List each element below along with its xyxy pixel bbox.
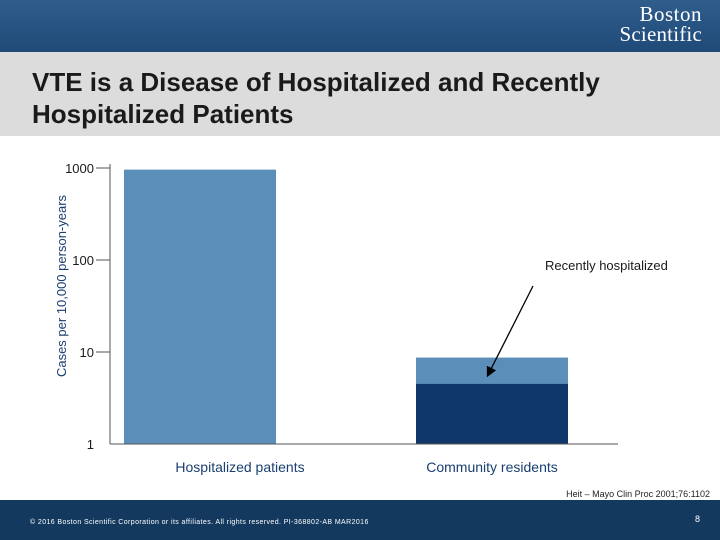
footer-band bbox=[0, 500, 720, 540]
y-axis-label: Cases per 10,000 person-years bbox=[54, 194, 69, 377]
x-category-label: Community residents bbox=[426, 459, 558, 475]
y-tick-label: 1 bbox=[87, 437, 94, 452]
x-category-label: Hospitalized patients bbox=[175, 459, 304, 475]
y-tick-label: 10 bbox=[80, 345, 94, 360]
slide-title: VTE is a Disease of Hospitalized and Rec… bbox=[32, 67, 600, 129]
title-band bbox=[0, 52, 720, 136]
y-tick-label: 1000 bbox=[65, 161, 94, 176]
annotation-label: Recently hospitalized bbox=[545, 258, 668, 273]
top-banner bbox=[0, 0, 720, 52]
logo-line-2: Scientific bbox=[619, 22, 702, 46]
annotation-arrow bbox=[486, 285, 534, 378]
y-tick-label: 100 bbox=[72, 253, 94, 268]
bar-chart: 1000 100 10 1 Cases per 10,000 person-years… bbox=[54, 161, 668, 475]
logo-line-1: Boston bbox=[639, 2, 702, 26]
copyright-text: © 2016 Boston Scientific Corporation or … bbox=[30, 519, 369, 526]
bar-recently-hospitalized bbox=[416, 383, 568, 444]
boston-scientific-logo: Boston Scientific bbox=[592, 4, 702, 48]
page-number: 8 bbox=[694, 514, 700, 524]
source-citation: Heit – Mayo Clin Proc 2001;76:1102 bbox=[566, 489, 710, 499]
bar-total bbox=[124, 169, 276, 444]
